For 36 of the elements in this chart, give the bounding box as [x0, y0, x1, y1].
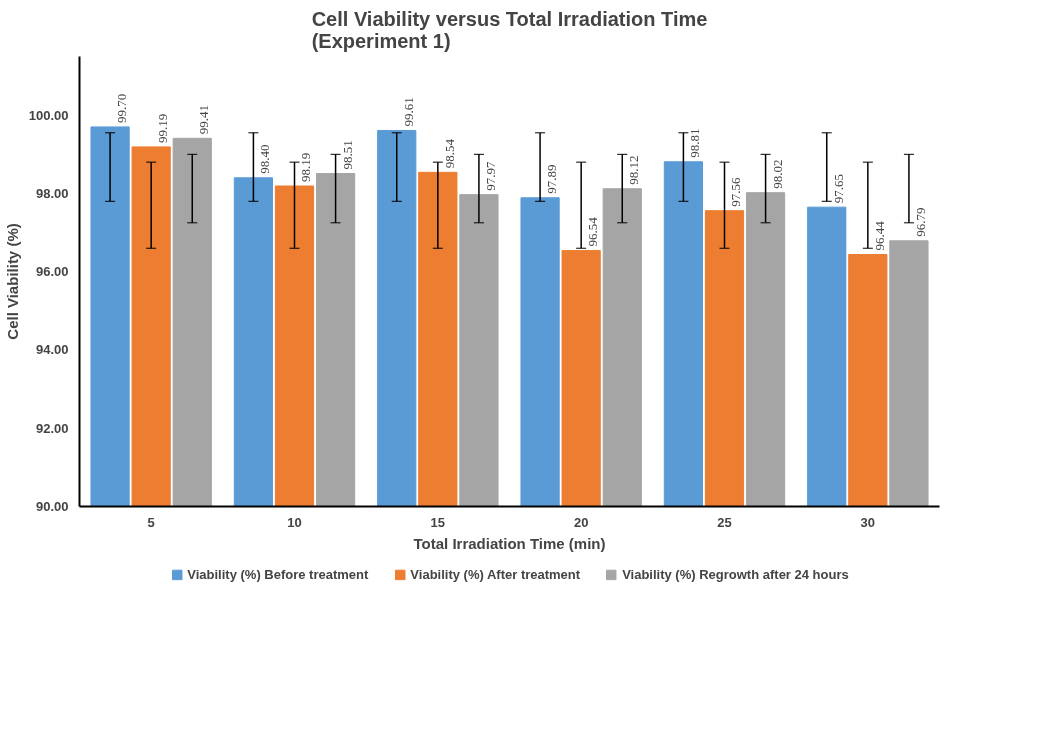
legend-label: Viability (%) Before treatment — [187, 566, 369, 582]
y-tick-label: 98.00 — [35, 185, 69, 201]
data-label: 98.81 — [687, 128, 703, 158]
x-tick-label: 10 — [287, 514, 302, 530]
data-label: 96.44 — [871, 220, 887, 251]
data-label: 99.19 — [155, 113, 171, 143]
data-label: 98.51 — [339, 140, 355, 170]
data-label: 99.41 — [196, 105, 212, 135]
x-tick-label: 25 — [717, 514, 732, 530]
y-axis-title: Cell Viability (%) — [3, 223, 21, 340]
data-label: 99.70 — [114, 93, 130, 123]
data-label: 96.54 — [585, 216, 601, 247]
x-axis-title: Total Irradiation Time (min) — [413, 534, 606, 552]
data-label: 99.61 — [400, 97, 416, 127]
legend-label: Viability (%) After treatment — [410, 566, 581, 582]
data-label: 98.19 — [298, 152, 314, 183]
x-tick-label: 15 — [430, 514, 446, 530]
data-label: 97.97 — [482, 160, 498, 191]
y-tick-label: 94.00 — [35, 342, 69, 358]
data-label: 98.12 — [626, 155, 642, 185]
x-tick-label: 30 — [860, 514, 876, 530]
x-tick-label: 20 — [573, 514, 589, 530]
y-tick-label: 90.00 — [35, 499, 69, 514]
x-tick-label: 5 — [147, 514, 155, 530]
y-tick-label: 100.00 — [28, 107, 69, 123]
data-label: 98.02 — [769, 159, 785, 189]
data-label: 97.65 — [830, 173, 846, 204]
data-label: 96.79 — [912, 207, 928, 237]
data-label: 98.54 — [441, 138, 457, 169]
y-tick-label: 96.00 — [35, 264, 69, 280]
data-label: 97.89 — [544, 164, 560, 194]
chart-title: Cell Viability versus Total Irradiation Time (Experiment 1) — [311, 7, 708, 52]
y-tick-label: 92.00 — [35, 420, 69, 436]
data-label: 98.40 — [257, 144, 273, 174]
data-label: 97.56 — [728, 176, 744, 207]
legend-label: Viability (%) Regrowth after 24 hours — [622, 566, 849, 582]
